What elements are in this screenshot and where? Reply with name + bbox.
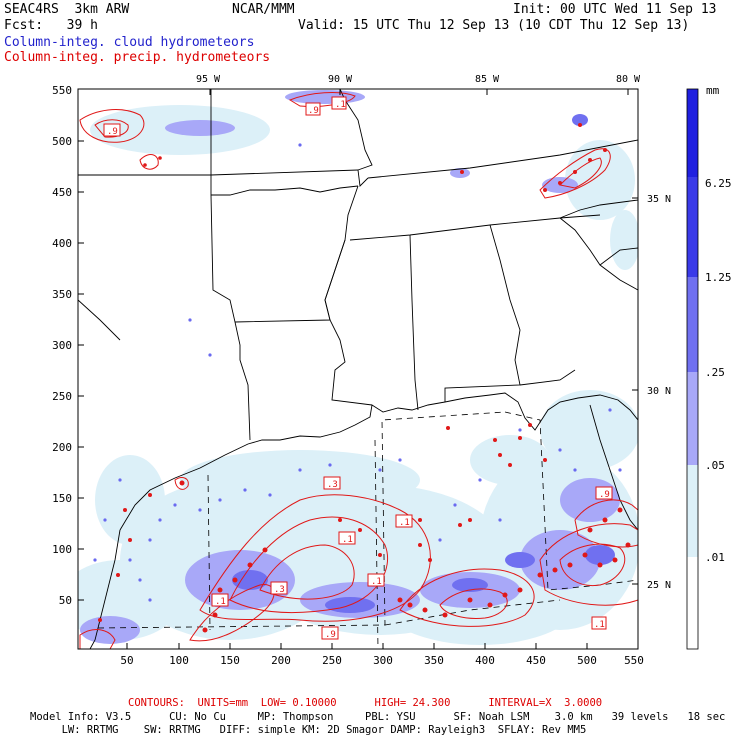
svg-text:.1: .1 (371, 577, 382, 587)
contour-label: .1 (331, 96, 347, 110)
contour-label: .9 (595, 486, 613, 500)
x-tick-label: 450 (526, 654, 546, 667)
colorbar-segment (687, 89, 698, 177)
y-tick-label: 400 (52, 237, 72, 250)
contour-label: .9 (321, 626, 339, 640)
svg-text:.1: .1 (399, 518, 410, 528)
colorbar-segment (687, 557, 698, 649)
colorbar-label: 6.25 (705, 177, 732, 190)
svg-text:.1: .1 (594, 620, 605, 630)
lon-label: 90 W (328, 74, 353, 85)
model-info-line2: LW: RRTMG SW: RRTMG DIFF: simple KM: 2D … (30, 724, 587, 736)
svg-text:.9: .9 (599, 490, 610, 500)
colorbar-segment (687, 177, 698, 277)
valid-time: Valid: 15 UTC Thu 12 Sep 13 (10 CDT Thu … (298, 18, 690, 33)
forecast-hour: Fcst: 39 h (4, 18, 98, 33)
x-tick-label: 150 (220, 654, 240, 667)
contour-label: .3 (323, 476, 341, 490)
x-tick-label: 550 (624, 654, 644, 667)
colorbar-label: .05 (705, 459, 725, 472)
x-tick-label: 300 (373, 654, 393, 667)
svg-text:.9: .9 (325, 630, 336, 640)
field-cloud-label: Column-integ. cloud hydrometeors (4, 35, 255, 50)
x-tick-label: 100 (169, 654, 189, 667)
contour-label: .1 (211, 593, 229, 607)
lon-label: 80 W (616, 74, 641, 85)
contour-label: .1 (395, 514, 413, 528)
plot-frame (77, 88, 639, 650)
contour-label: .9 (103, 123, 121, 137)
x-axis-labels: 50 100 150 200 250 300 350 400 450 500 5… (120, 654, 644, 667)
lon-label: 85 W (475, 74, 500, 85)
cloud-dots (93, 143, 622, 602)
colorbar-unit: mm (706, 84, 720, 97)
y-tick-label: 150 (52, 492, 72, 505)
colorbar-segment (687, 277, 698, 372)
contour-label: .1 (591, 616, 607, 630)
x-tick-label: 400 (475, 654, 495, 667)
y-axis-ticks (78, 140, 84, 601)
colorbar-label: .25 (705, 366, 725, 379)
colorbar-segment (687, 372, 698, 465)
y-tick-label: 200 (52, 441, 72, 454)
precip-dots (98, 123, 631, 633)
lat-label: 25 N (647, 580, 671, 591)
field-precip-label: Column-integ. precip. hydrometeors (4, 50, 271, 65)
colorbar-label: 1.25 (705, 271, 732, 284)
contour-label: .9 (305, 102, 321, 116)
svg-text:.3: .3 (327, 480, 338, 490)
y-tick-label: 50 (59, 594, 72, 607)
contour-label: .1 (338, 531, 356, 545)
political-borders (78, 89, 638, 649)
dashed-boxes (97, 411, 639, 650)
x-tick-label: 350 (424, 654, 444, 667)
y-tick-label: 550 (52, 84, 72, 97)
svg-text:.1: .1 (342, 535, 353, 545)
svg-text:.1: .1 (335, 100, 346, 110)
y-tick-label: 300 (52, 339, 72, 352)
contour-label: .1 (367, 573, 385, 587)
lat-label: 30 N (647, 386, 671, 397)
y-tick-label: 250 (52, 390, 72, 403)
organization: NCAR/MMM (232, 2, 295, 17)
model-info-line1: Model Info: V3.5 CU: No Cu MP: Thompson … (30, 711, 726, 723)
y-tick-label: 500 (52, 135, 72, 148)
longitude-labels: 95 W 90 W 85 W 80 W (196, 74, 641, 95)
colorbar-segment (687, 465, 698, 557)
colorbar-label: .01 (705, 551, 725, 564)
colorbar: mm 6.25 1.25 .25 .05 .01 (686, 84, 732, 650)
model-title: SEAC4RS 3km ARW (4, 2, 130, 17)
x-tick-label: 200 (271, 654, 291, 667)
x-axis-ticks (126, 643, 588, 649)
contour-label-boxes: .9 .1 .3 .1 .1 .3 .1 .9 .1 .9 .9 .1 (103, 96, 613, 640)
y-axis-labels: 50 100 150 200 250 300 350 400 450 500 5… (52, 84, 72, 607)
lon-label: 95 W (196, 74, 221, 85)
svg-text:.9: .9 (107, 127, 118, 137)
contours-info: CONTOURS: UNITS=mm LOW= 0.10000 HIGH= 24… (128, 697, 603, 709)
y-tick-label: 350 (52, 288, 72, 301)
svg-text:.9: .9 (308, 106, 319, 116)
latitude-labels: 35 N 30 N 25 N (632, 194, 671, 591)
svg-text:.3: .3 (274, 585, 285, 595)
lat-label: 35 N (647, 194, 671, 205)
svg-text:.1: .1 (215, 597, 226, 607)
x-tick-label: 50 (120, 654, 133, 667)
y-tick-label: 100 (52, 543, 72, 556)
init-time: Init: 00 UTC Wed 11 Sep 13 (513, 2, 717, 17)
x-tick-label: 250 (322, 654, 342, 667)
y-tick-label: 450 (52, 186, 72, 199)
contour-label: .3 (270, 581, 288, 595)
x-tick-label: 500 (577, 654, 597, 667)
